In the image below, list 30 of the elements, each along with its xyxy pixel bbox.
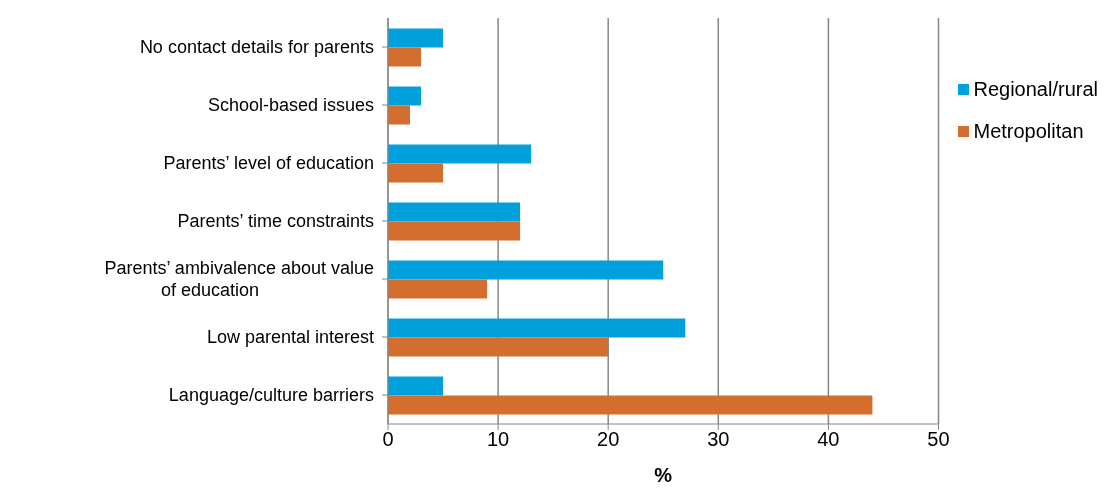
bar (388, 144, 532, 164)
bar (388, 279, 488, 299)
legend-label: Regional/rural (973, 77, 1098, 102)
bar (388, 376, 444, 396)
x-tick-label: 20 (597, 428, 620, 451)
bar (388, 202, 521, 222)
bar (388, 395, 873, 415)
bar (388, 105, 411, 125)
x-axis-title: % (654, 464, 673, 486)
bar (388, 337, 609, 357)
y-tick-label: Parents’ level of education (163, 153, 374, 173)
bar (388, 260, 664, 280)
y-tick-label: Parents’ time constraints (177, 211, 374, 231)
y-tick-label: No contact details for parents (139, 37, 374, 57)
x-tick-label: 50 (927, 428, 950, 451)
bar (388, 86, 422, 106)
legend-label: Metropolitan (973, 119, 1084, 144)
bar (388, 28, 444, 48)
bar (388, 318, 686, 338)
y-tick-label: Parents’ ambivalence about value of education (104, 258, 374, 300)
bar (388, 47, 422, 67)
y-tick-label: Language/culture barriers (168, 385, 374, 405)
y-tick-label: Low parental interest (206, 327, 374, 347)
x-tick-label: 0 (382, 428, 394, 451)
y-tick-label: School-based issues (207, 95, 374, 115)
bar (388, 163, 444, 183)
x-tick-label: 10 (486, 428, 510, 451)
bar (388, 221, 521, 241)
x-tick-label: 40 (817, 428, 840, 451)
x-tick-label: 30 (707, 428, 730, 451)
